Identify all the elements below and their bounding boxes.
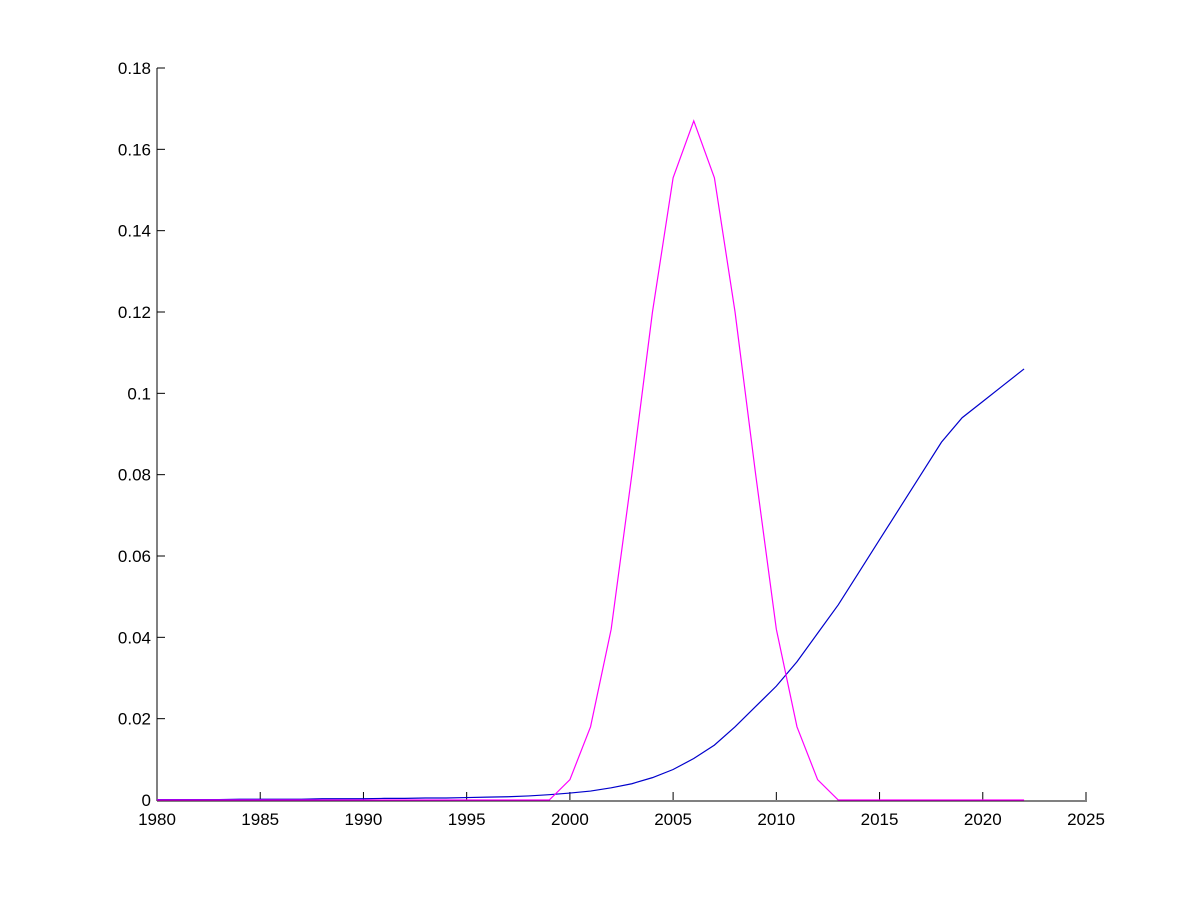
y-tick-label: 0.06	[118, 547, 151, 566]
y-tick-label: 0.1	[127, 384, 151, 403]
y-tick-label: 0.18	[118, 59, 151, 78]
x-tick-label: 2000	[551, 810, 589, 829]
y-tick-label: 0.16	[118, 140, 151, 159]
series-line	[157, 368, 1025, 801]
y-tick-label: 0	[142, 791, 151, 810]
x-tick-label: 1985	[241, 810, 279, 829]
x-tick-label: 1995	[448, 810, 486, 829]
x-tick-label: 2020	[964, 810, 1002, 829]
x-tick-label: 2005	[654, 810, 692, 829]
x-tick-label: 2025	[1067, 810, 1105, 829]
y-tick-label: 0.14	[118, 222, 151, 241]
y-tick-label: 0.04	[118, 628, 151, 647]
series-line	[157, 119, 1025, 801]
x-tick-label: 2010	[757, 810, 795, 829]
y-tick-label: 0.08	[118, 466, 151, 485]
x-tick-label: 2015	[861, 810, 899, 829]
y-tick-label: 0.12	[118, 303, 151, 322]
y-tick-label: 0.02	[118, 710, 151, 729]
x-tick-label: 1990	[345, 810, 383, 829]
x-tick-label: 1980	[138, 810, 176, 829]
